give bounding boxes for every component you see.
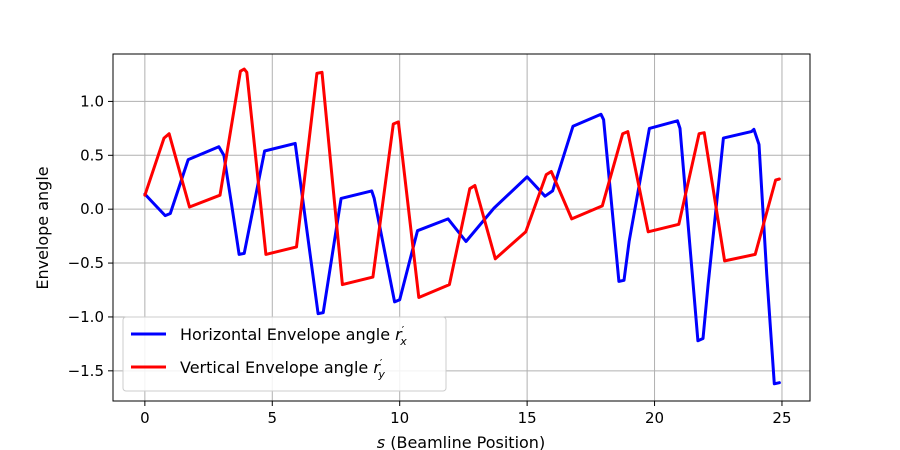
x-tick-label: 20 bbox=[645, 409, 664, 427]
x-tick-label: 5 bbox=[268, 409, 278, 427]
plot-frame bbox=[112, 53, 811, 402]
legend-vertical-subscript: y bbox=[377, 368, 385, 381]
y-tick-label: −1.5 bbox=[68, 362, 104, 380]
legend: Horizontal Envelope angle r′ x Vertical E… bbox=[122, 316, 447, 392]
y-axis-label: Envelope angle bbox=[33, 166, 52, 289]
legend-vertical-label: Vertical Envelope angle r′ y bbox=[180, 357, 385, 381]
x-tick-label: 15 bbox=[518, 409, 537, 427]
x-tick-label: 0 bbox=[140, 409, 150, 427]
y-tick-label: 1.0 bbox=[80, 92, 104, 110]
x-tick-label: 10 bbox=[390, 409, 409, 427]
y-tick-label: −0.5 bbox=[68, 254, 104, 272]
axis-ticks: 0 5 10 15 20 25 −1.5 −1.0 −0.5 0.0 0.5 1.0 bbox=[68, 92, 792, 427]
series-lines bbox=[143, 67, 781, 386]
legend-horizontal-main: Horizontal Envelope angle bbox=[180, 325, 395, 344]
y-tick-label: −1.0 bbox=[68, 308, 104, 326]
legend-horizontal-label: Horizontal Envelope angle r′ x bbox=[180, 324, 407, 348]
y-tick-label: 0.5 bbox=[80, 146, 104, 164]
horizontal-envelope-angle-line bbox=[143, 112, 781, 386]
legend-vertical-symbol: r bbox=[373, 358, 381, 377]
x-axis-label-symbol: s bbox=[377, 433, 385, 450]
legend-box bbox=[122, 316, 447, 392]
legend-horizontal-subscript: x bbox=[399, 335, 407, 348]
x-axis-label: s (Beamline Position) bbox=[377, 433, 545, 450]
legend-horizontal-symbol: r bbox=[395, 325, 403, 344]
vertical-envelope-angle-line bbox=[143, 67, 781, 299]
x-tick-label: 25 bbox=[772, 409, 791, 427]
x-axis-label-text: (Beamline Position) bbox=[385, 433, 545, 450]
y-tick-label: 0.0 bbox=[80, 200, 104, 218]
legend-vertical-prime: ′ bbox=[380, 357, 383, 370]
legend-vertical-main: Vertical Envelope angle bbox=[180, 358, 373, 377]
legend-horizontal-prime: ′ bbox=[402, 324, 405, 337]
